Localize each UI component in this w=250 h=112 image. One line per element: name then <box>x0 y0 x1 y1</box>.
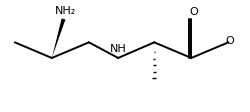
Text: NH: NH <box>110 44 126 54</box>
Polygon shape <box>52 18 66 58</box>
Text: NH₂: NH₂ <box>55 6 76 16</box>
Text: O: O <box>225 36 234 46</box>
Text: O: O <box>189 7 198 17</box>
